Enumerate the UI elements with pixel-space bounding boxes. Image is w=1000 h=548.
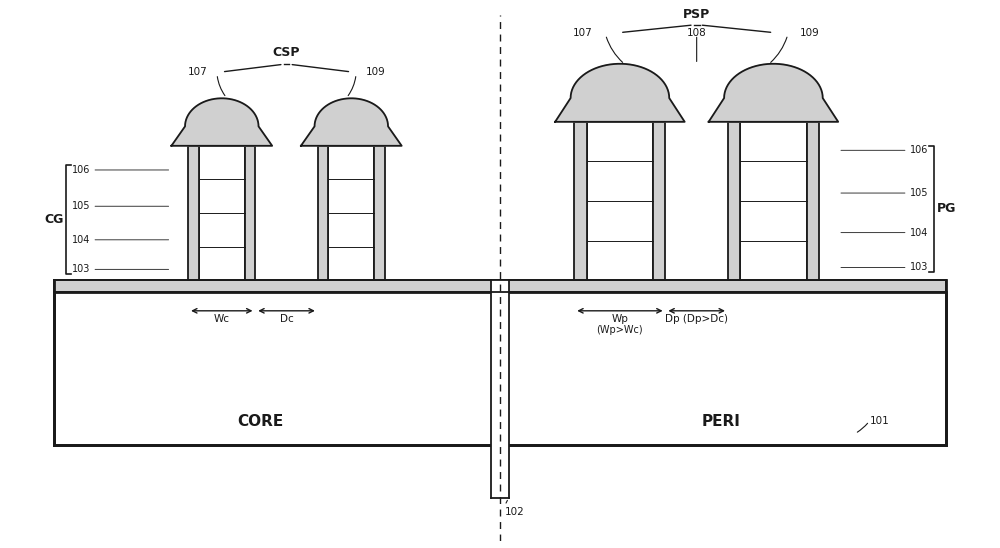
Text: 103: 103	[910, 262, 928, 272]
Text: 105: 105	[72, 201, 90, 211]
Text: CORE: CORE	[237, 414, 283, 429]
Text: 104: 104	[72, 235, 90, 245]
Text: PG: PG	[937, 202, 956, 215]
Text: Wc: Wc	[214, 313, 230, 324]
Bar	[374, 146, 385, 280]
Bar	[807, 122, 819, 280]
Text: 107: 107	[188, 67, 207, 77]
Text: 107: 107	[573, 27, 593, 38]
Bar	[245, 146, 255, 280]
Polygon shape	[301, 98, 402, 146]
Bar	[54, 280, 946, 292]
Bar	[740, 122, 807, 280]
Text: 108: 108	[687, 27, 707, 38]
Polygon shape	[171, 98, 272, 146]
Bar	[54, 292, 946, 445]
Text: Dc: Dc	[280, 313, 293, 324]
Text: 103: 103	[72, 264, 90, 275]
Bar	[199, 146, 245, 280]
Text: (Wp>Wc): (Wp>Wc)	[597, 325, 643, 335]
Text: CSP: CSP	[273, 47, 300, 59]
Text: Dp (Dp>Dc): Dp (Dp>Dc)	[665, 313, 728, 324]
Bar	[188, 146, 199, 280]
Text: 105: 105	[910, 188, 928, 198]
Text: 104: 104	[910, 227, 928, 238]
Text: Wp: Wp	[611, 313, 628, 324]
Text: 109: 109	[366, 67, 385, 77]
Bar	[653, 122, 665, 280]
Polygon shape	[555, 64, 685, 122]
Text: 101: 101	[869, 416, 889, 426]
Text: PERI: PERI	[701, 414, 740, 429]
Text: 109: 109	[800, 27, 820, 38]
Bar	[587, 122, 653, 280]
Text: 106: 106	[72, 165, 90, 175]
Bar	[491, 280, 509, 498]
Bar	[318, 146, 328, 280]
Text: CG: CG	[44, 213, 63, 226]
Text: 102: 102	[505, 507, 525, 517]
Bar	[574, 122, 587, 280]
Text: 106: 106	[910, 145, 928, 155]
Bar	[728, 122, 740, 280]
Bar	[328, 146, 374, 280]
Polygon shape	[709, 64, 838, 122]
Text: PSP: PSP	[683, 8, 710, 21]
